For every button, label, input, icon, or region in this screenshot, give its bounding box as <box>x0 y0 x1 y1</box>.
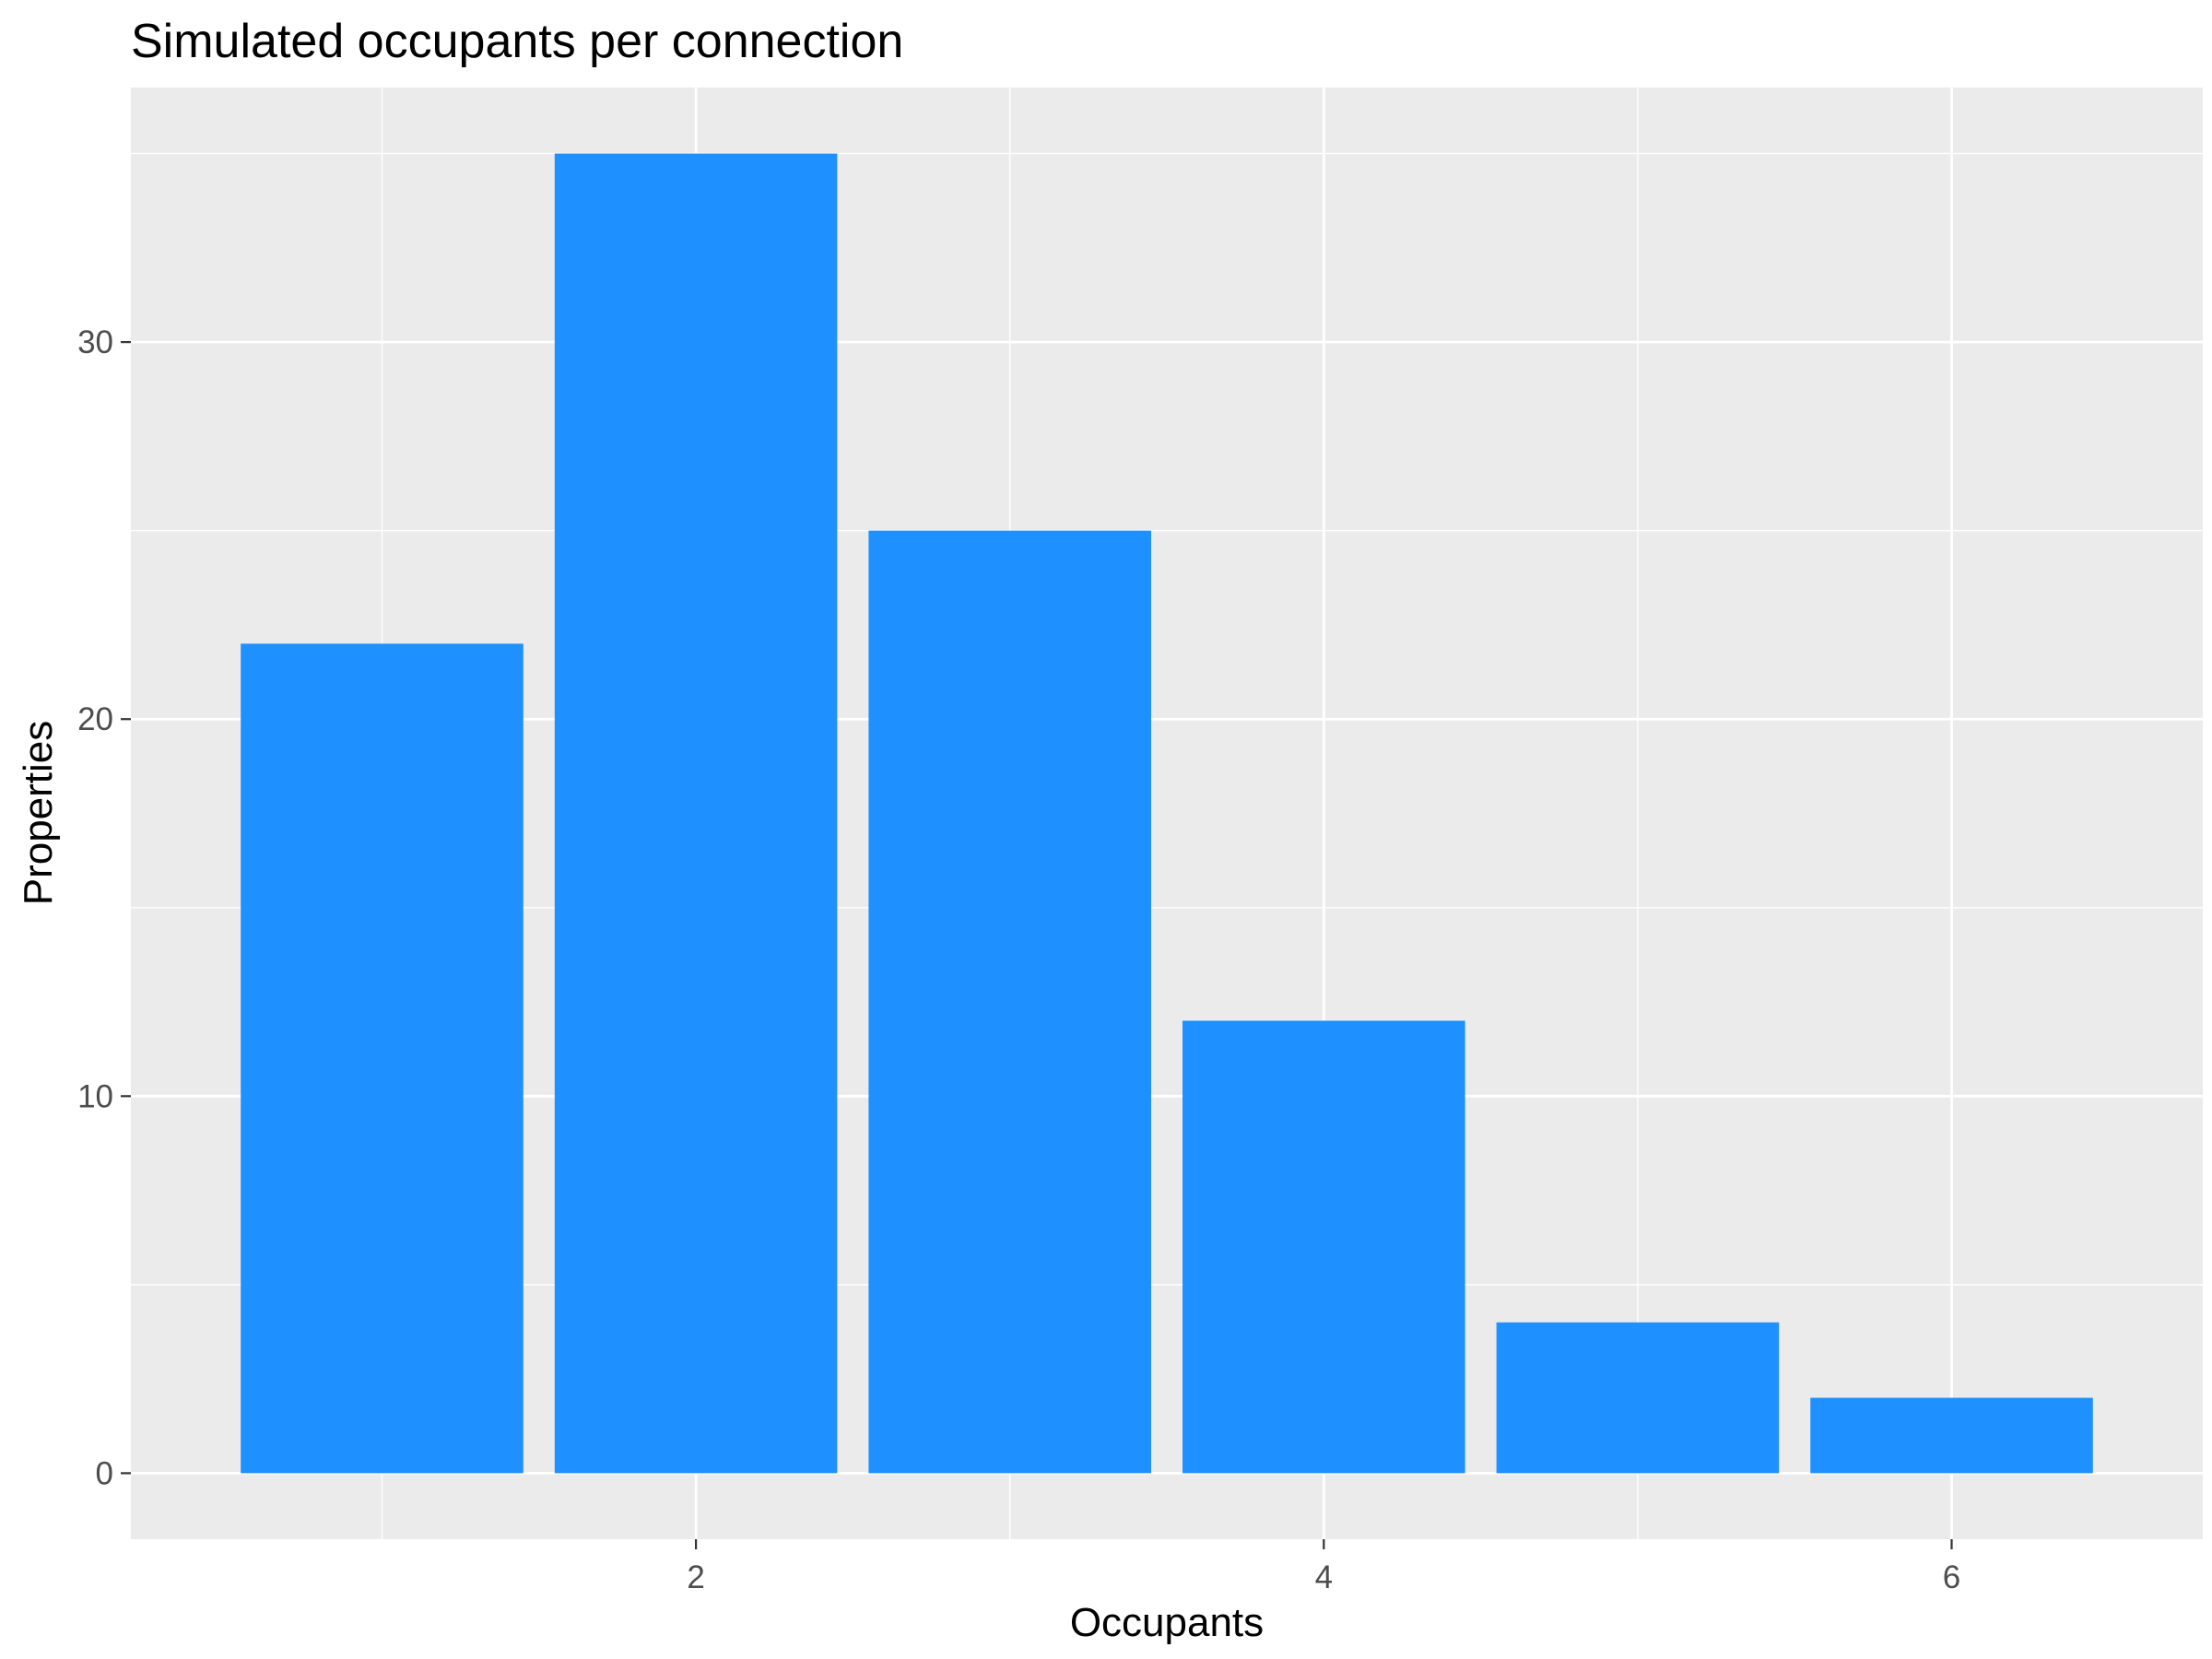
y-tick-label: 0 <box>96 1455 113 1491</box>
x-tick-label: 4 <box>1315 1559 1333 1595</box>
y-tick-label: 30 <box>77 324 113 360</box>
x-axis-title: Occupants <box>1070 1600 1264 1645</box>
bar-occupants-1 <box>241 643 524 1474</box>
y-tick-label: 20 <box>77 701 113 737</box>
bar-occupants-3 <box>868 530 1151 1474</box>
x-tick-label: 6 <box>1943 1559 1960 1595</box>
bar-occupants-6 <box>1810 1397 2093 1474</box>
y-axis-title: Properties <box>16 721 61 906</box>
y-axis: 0 10 20 30 <box>77 324 131 1491</box>
x-tick-label: 2 <box>687 1559 704 1595</box>
bar-occupants-4 <box>1182 1020 1465 1474</box>
bars <box>241 153 2093 1474</box>
bar-occupants-5 <box>1496 1322 1780 1474</box>
x-axis: 2 4 6 <box>687 1539 1960 1595</box>
y-tick-label: 10 <box>77 1078 113 1114</box>
bar-occupants-2 <box>554 153 838 1474</box>
chart-title: Simulated occupants per connection <box>131 15 903 68</box>
